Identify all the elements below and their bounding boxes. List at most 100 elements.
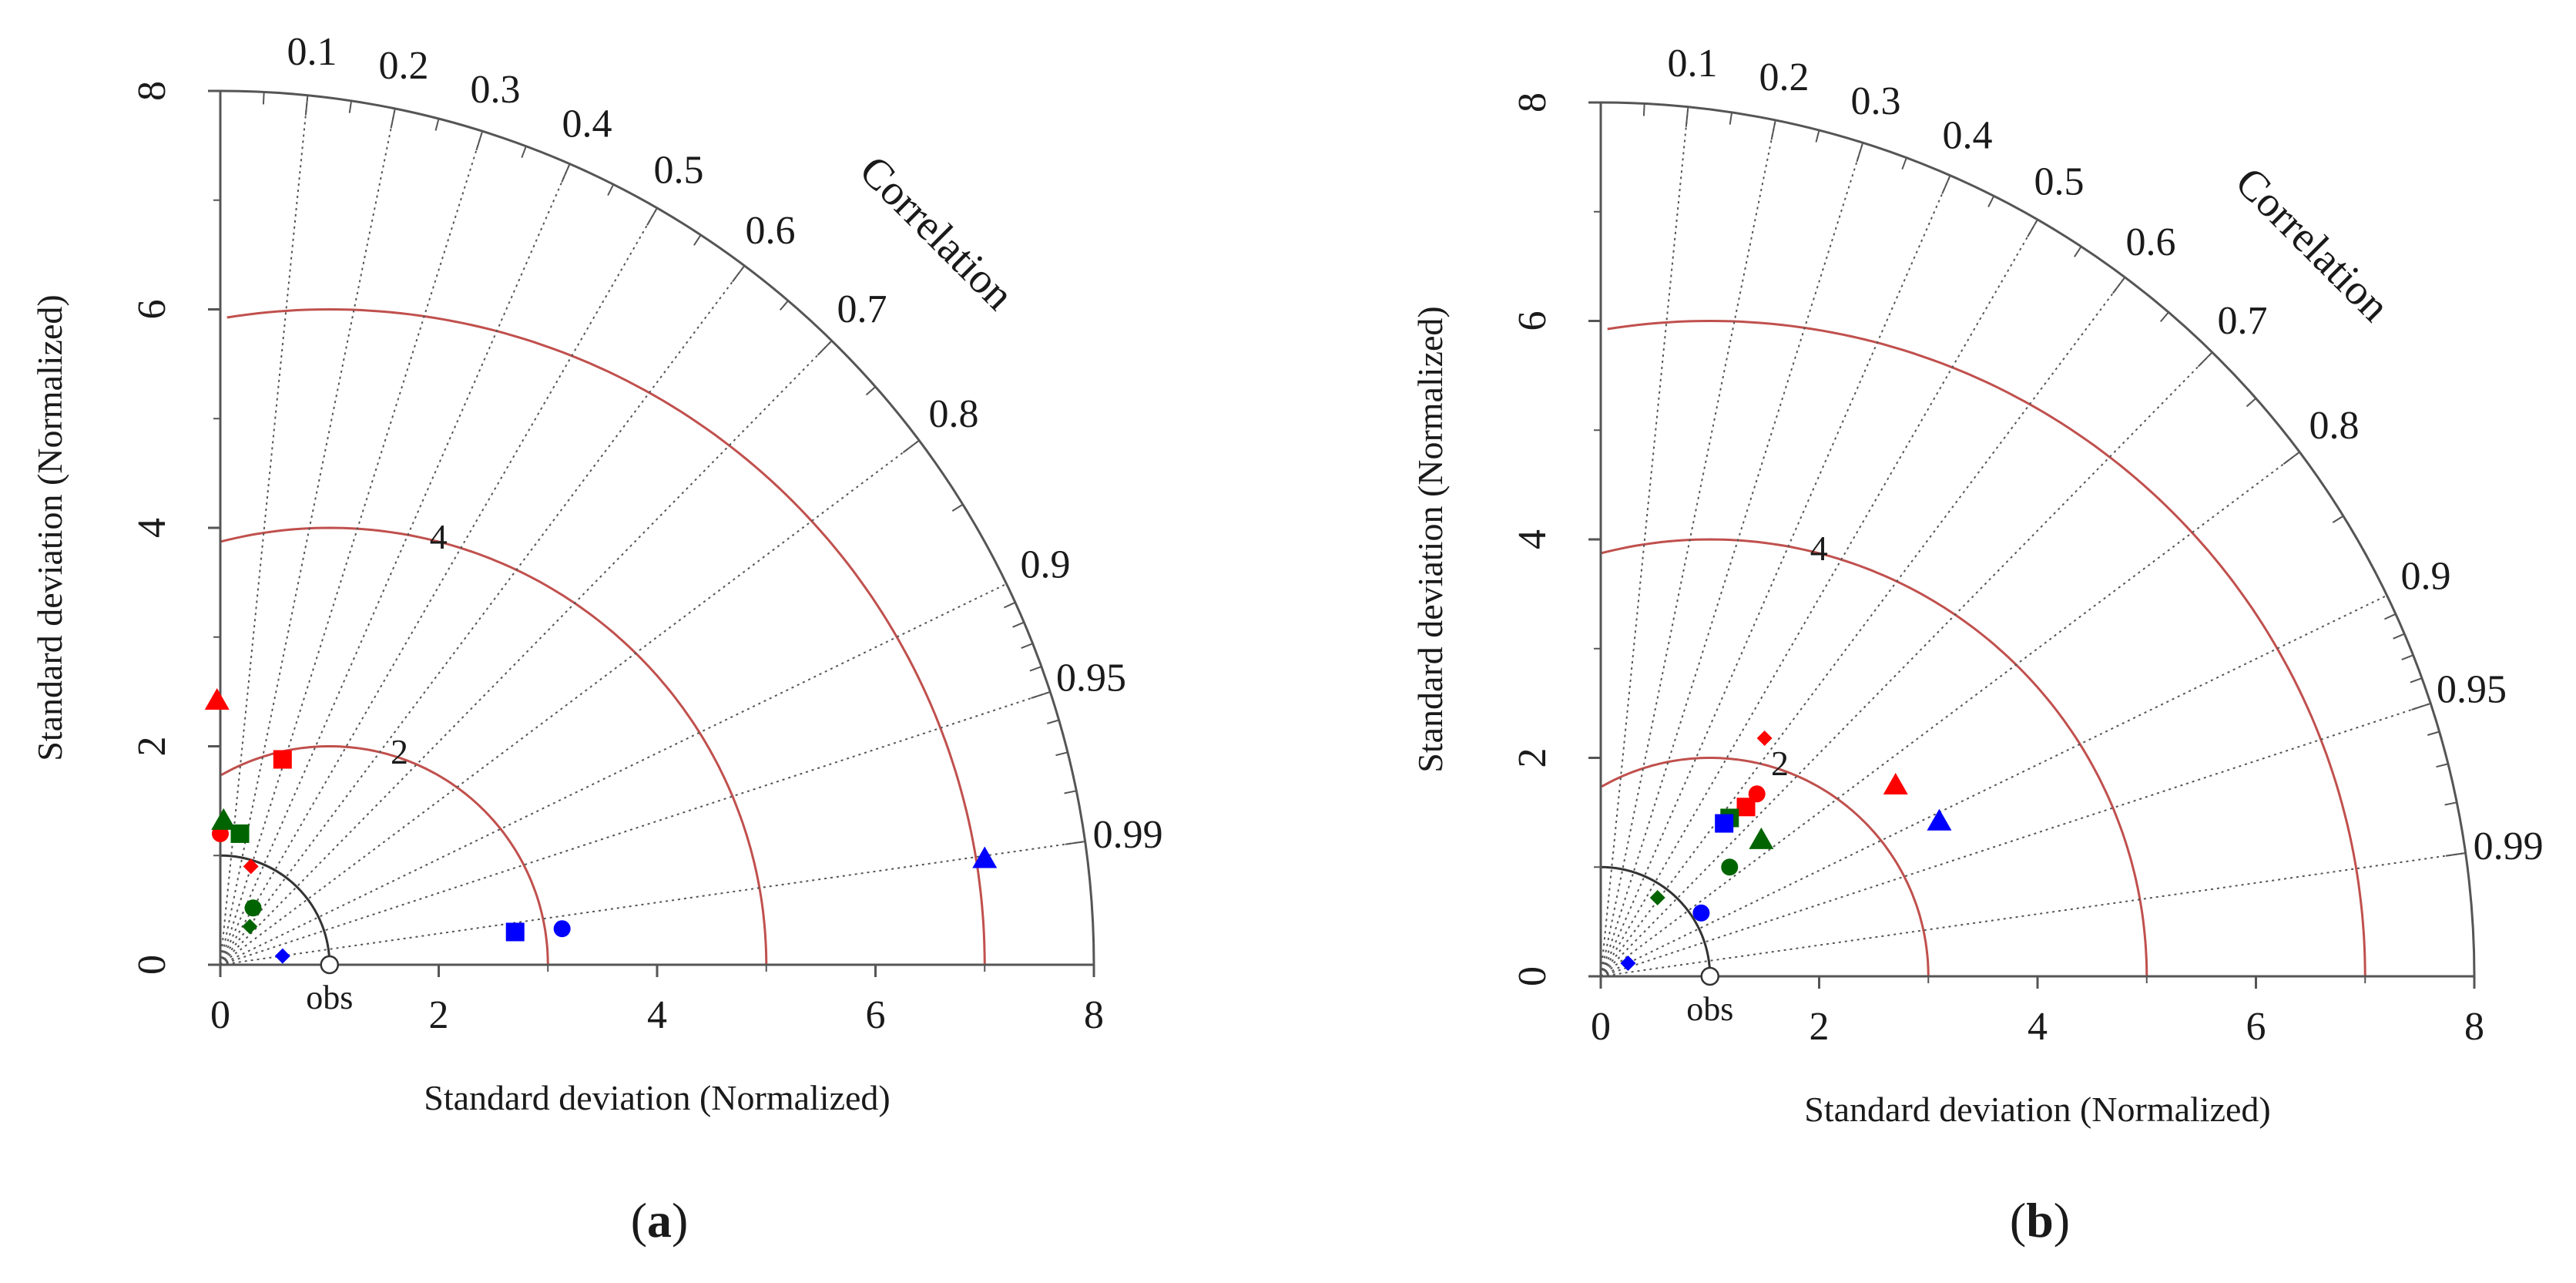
correlation-tick-1 xyxy=(1685,106,1689,127)
data-point-triangle-4 xyxy=(211,808,236,830)
x-tick-label: 6 xyxy=(866,993,886,1037)
correlation-tick-16 xyxy=(951,503,964,512)
correlation-tick-label: 0.9 xyxy=(1021,542,1071,586)
y-tick-label: 0 xyxy=(130,955,174,975)
correlation-line-1 xyxy=(220,108,396,966)
correlation-tick-11 xyxy=(731,265,746,283)
x-tick-label: 8 xyxy=(1084,993,1104,1037)
correlation-line-5 xyxy=(1600,277,2126,977)
correlation-tick-20 xyxy=(2410,677,2423,683)
correlation-tick-label: 0.5 xyxy=(2034,160,2085,203)
correlation-tick-22 xyxy=(1047,719,1059,724)
panel-label: (a) xyxy=(631,1193,689,1248)
correlation-line-0 xyxy=(220,95,309,966)
correlation-tick-label: 0.4 xyxy=(562,102,612,146)
correlation-tick-label: 0.7 xyxy=(837,287,887,331)
correlation-tick-label: 0.2 xyxy=(379,44,429,88)
x-tick-label: 2 xyxy=(429,993,449,1037)
y-tick-label: 0 xyxy=(1511,966,1555,986)
correlation-tick-10 xyxy=(693,234,702,246)
data-point-diamond-3 xyxy=(1756,730,1773,746)
data-point-diamond-11 xyxy=(1620,955,1636,971)
correlation-tick-21 xyxy=(1031,690,1051,699)
correlation-tick-13 xyxy=(817,340,833,356)
correlation-line-10 xyxy=(220,841,1085,966)
rms-arc-6 xyxy=(226,307,986,966)
correlation-tick-25 xyxy=(1065,841,1085,845)
correlation-tick-11 xyxy=(2112,277,2126,294)
correlation-tick-label: 0.1 xyxy=(1668,42,1718,86)
correlation-line-6 xyxy=(1600,351,2213,977)
data-point-triangle-8 xyxy=(972,846,998,868)
rms-arc-label: 2 xyxy=(1771,744,1789,783)
correlation-tick-label: 0.99 xyxy=(2474,825,2544,868)
data-point-circle-6 xyxy=(1721,858,1739,876)
correlation-tick-label: 0.2 xyxy=(1759,55,1810,99)
rms-arc-2 xyxy=(1601,757,1930,977)
correlation-tick-label: 0.95 xyxy=(1056,656,1126,700)
correlation-tick-1 xyxy=(304,95,309,116)
correlation-line-1 xyxy=(1600,119,1776,977)
correlation-tick-0 xyxy=(262,92,265,105)
correlation-tick-12 xyxy=(779,300,789,311)
correlation-tick-23 xyxy=(1055,751,1068,757)
correlation-tick-20 xyxy=(1029,666,1042,672)
rms-arc-4 xyxy=(220,526,768,966)
correlation-tick-8 xyxy=(1987,195,1995,208)
data-point-square-9 xyxy=(1715,814,1734,833)
x-axis-title: Standard deviation (Normalized) xyxy=(1804,1090,2270,1129)
data-point-square-1 xyxy=(273,750,292,769)
correlation-tick-6 xyxy=(1901,157,1907,170)
reference-label: obs xyxy=(1686,990,1733,1028)
correlation-tick-10 xyxy=(2074,246,2082,257)
reference-point-obs xyxy=(320,955,339,975)
correlation-tick-17 xyxy=(1003,601,1016,609)
data-point-triangle-4 xyxy=(1749,827,1774,849)
panel-label: (b) xyxy=(2010,1193,2070,1248)
data-point-triangle-0 xyxy=(1883,772,1908,794)
data-point-square-5 xyxy=(230,824,250,843)
correlation-line-4 xyxy=(220,207,658,966)
data-point-square-9 xyxy=(505,922,525,942)
y-tick-label: 8 xyxy=(1511,92,1555,113)
rms-arc-2 xyxy=(220,745,549,966)
correlation-tick-label: 0.3 xyxy=(471,68,521,112)
correlation-tick-14 xyxy=(865,386,877,396)
correlation-tick-3 xyxy=(390,108,396,129)
correlation-tick-16 xyxy=(2332,515,2344,523)
correlation-tick-7 xyxy=(561,163,571,183)
correlation-tick-13 xyxy=(2197,351,2213,368)
correlation-line-2 xyxy=(220,130,484,966)
correlation-line-10 xyxy=(1600,852,2466,977)
x-tick-label: 2 xyxy=(1810,1005,1830,1049)
y-tick-label: 4 xyxy=(1511,529,1555,549)
correlation-tick-8 xyxy=(607,183,615,196)
x-tick-label: 0 xyxy=(210,993,230,1037)
correlation-tick-label: 0.4 xyxy=(1943,113,1993,157)
correlation-line-7 xyxy=(1600,451,2300,977)
correlation-tick-24 xyxy=(2444,801,2457,806)
x-tick-label: 4 xyxy=(647,993,667,1037)
correlation-line-0 xyxy=(1600,106,1689,977)
y-tick-label: 2 xyxy=(1511,748,1555,768)
reference-label: obs xyxy=(306,979,353,1016)
rms-arc-label: 4 xyxy=(1810,529,1828,568)
correlation-line-3 xyxy=(220,163,571,966)
data-point-triangle-0 xyxy=(204,687,230,710)
correlation-tick-label: 0.8 xyxy=(929,392,979,436)
correlation-line-9 xyxy=(1600,702,2431,977)
x-tick-label: 8 xyxy=(2464,1005,2484,1049)
correlation-tick-18 xyxy=(1012,621,1025,628)
correlation-tick-21 xyxy=(2411,702,2431,710)
correlation-tick-19 xyxy=(2401,654,2413,661)
correlation-line-8 xyxy=(1600,594,2388,977)
data-point-diamond-11 xyxy=(274,948,290,964)
correlation-tick-label: 0.6 xyxy=(2126,220,2176,264)
rms-arc-label: 2 xyxy=(391,732,408,771)
correlation-tick-label: 0.7 xyxy=(2218,299,2268,343)
rms-arc-4 xyxy=(1601,538,2148,977)
correlation-tick-19 xyxy=(1021,643,1033,650)
correlation-tick-label: 0.1 xyxy=(287,30,337,74)
correlation-tick-18 xyxy=(2393,633,2405,640)
